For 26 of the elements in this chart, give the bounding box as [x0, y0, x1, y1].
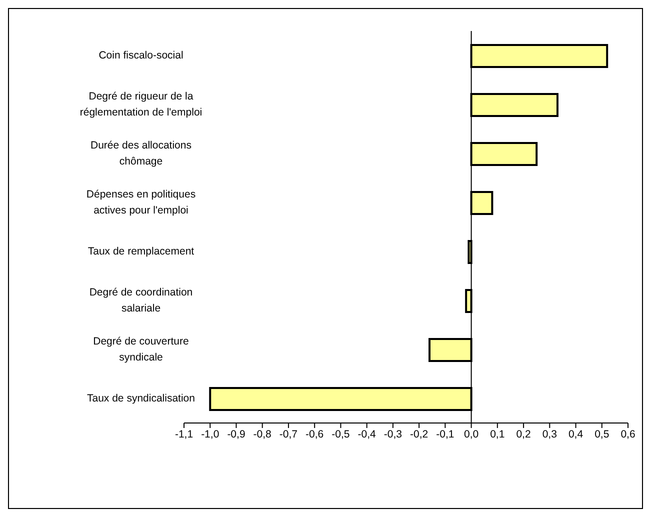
y-tick-label: Taux de syndicalisation	[87, 392, 196, 404]
x-tick-label: 0,3	[542, 428, 558, 440]
x-tick-label: 0,1	[490, 428, 505, 440]
y-tick-label: Taux de remplacement	[88, 246, 194, 258]
x-tick-label: -0,4	[358, 428, 376, 440]
x-tick-label: -0,9	[227, 428, 246, 440]
x-tick-label: 0,6	[620, 428, 636, 440]
x-tick-label: -0,1	[436, 428, 454, 440]
x-tick-label: -0,3	[384, 428, 402, 440]
x-tick-label: 0,4	[568, 428, 584, 440]
x-tick-label: -1,1	[174, 428, 194, 440]
x-tick-label: -0,7	[279, 428, 298, 440]
y-tick-label: Coin fiscalo-social	[98, 50, 184, 62]
x-tick-label: -0,8	[253, 428, 272, 440]
x-tick-label: 0,0	[464, 428, 479, 440]
y-tick-label: Dépenses en politiques actives pour l'emploi	[86, 188, 196, 216]
y-tick-label: Degré de couverture syndicale	[93, 336, 190, 364]
y-tick-label: Degré de coordination salariale	[89, 286, 193, 314]
x-tick-label: 0,2	[516, 428, 531, 440]
x-tick-label: -1,0	[201, 428, 220, 440]
y-tick-label: Durée des allocations chômage	[90, 140, 192, 168]
x-tick-label: 0,5	[594, 428, 610, 440]
x-tick-label: -0,5	[332, 428, 350, 440]
x-tick-label: -0,6	[306, 428, 324, 440]
y-tick-label: Degré de rigueur de la réglementation de l'emploi	[80, 90, 202, 118]
x-tick-label: -0,2	[410, 428, 428, 440]
